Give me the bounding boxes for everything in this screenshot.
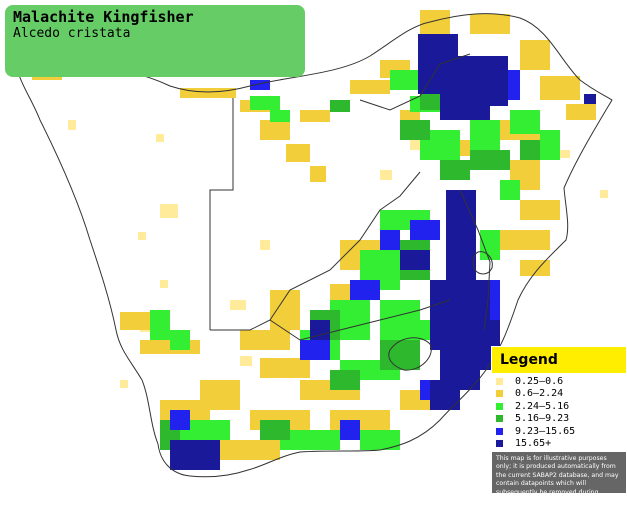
legend-item: 0.6–2.24 (496, 388, 626, 401)
legend-label: 9.23–15.65 (515, 425, 576, 437)
legend-label: 5.16–9.23 (515, 413, 570, 425)
botswana-sa-border (210, 171, 421, 331)
zimbabwe-border (359, 53, 471, 111)
legend-swatch (496, 440, 503, 448)
cells-dark-blue (60, 34, 596, 470)
legend-item: 5.16–9.23 (496, 413, 626, 426)
legend-label: 2.24–5.16 (515, 400, 570, 412)
sa-internal-border (269, 299, 451, 341)
legend-items: 0.25–0.6 0.6–2.24 2.24–5.16 5.16–9.23 9.… (492, 373, 626, 452)
species-common-name: Malachite Kingfisher (13, 8, 194, 26)
legend-swatch (496, 377, 503, 385)
sa-mozambique-border (459, 189, 491, 331)
legend-label: 0.6–2.24 (515, 388, 564, 400)
legend-swatch (496, 427, 503, 435)
legend-item: 2.24–5.16 (496, 400, 626, 413)
species-title-box: Malachite Kingfisher Alcedo cristata (5, 5, 305, 77)
legend-item: 0.25–0.6 (496, 375, 626, 388)
species-scientific-name: Alcedo cristata (13, 26, 131, 41)
legend-swatch (496, 402, 503, 410)
legend-disclaimer: This map is for illustrative purposes on… (496, 455, 619, 505)
legend-panel: Legend 0.25–0.6 0.6–2.24 2.24–5.16 5.16–… (491, 346, 627, 504)
namibia-botswana-border (209, 98, 234, 330)
lesotho-border (388, 337, 432, 371)
legend-label: 15.65+ (515, 438, 552, 450)
legend-heading: Legend (492, 347, 626, 373)
legend-label: 0.25–0.6 (515, 375, 564, 387)
legend-item: 9.23–15.65 (496, 425, 626, 438)
legend-swatch (496, 390, 503, 398)
eswatini-border (472, 251, 493, 275)
legend-item: 15.65+ (496, 438, 626, 451)
border-lines (17, 13, 613, 478)
coastline (17, 13, 613, 478)
legend-swatch (496, 415, 503, 423)
